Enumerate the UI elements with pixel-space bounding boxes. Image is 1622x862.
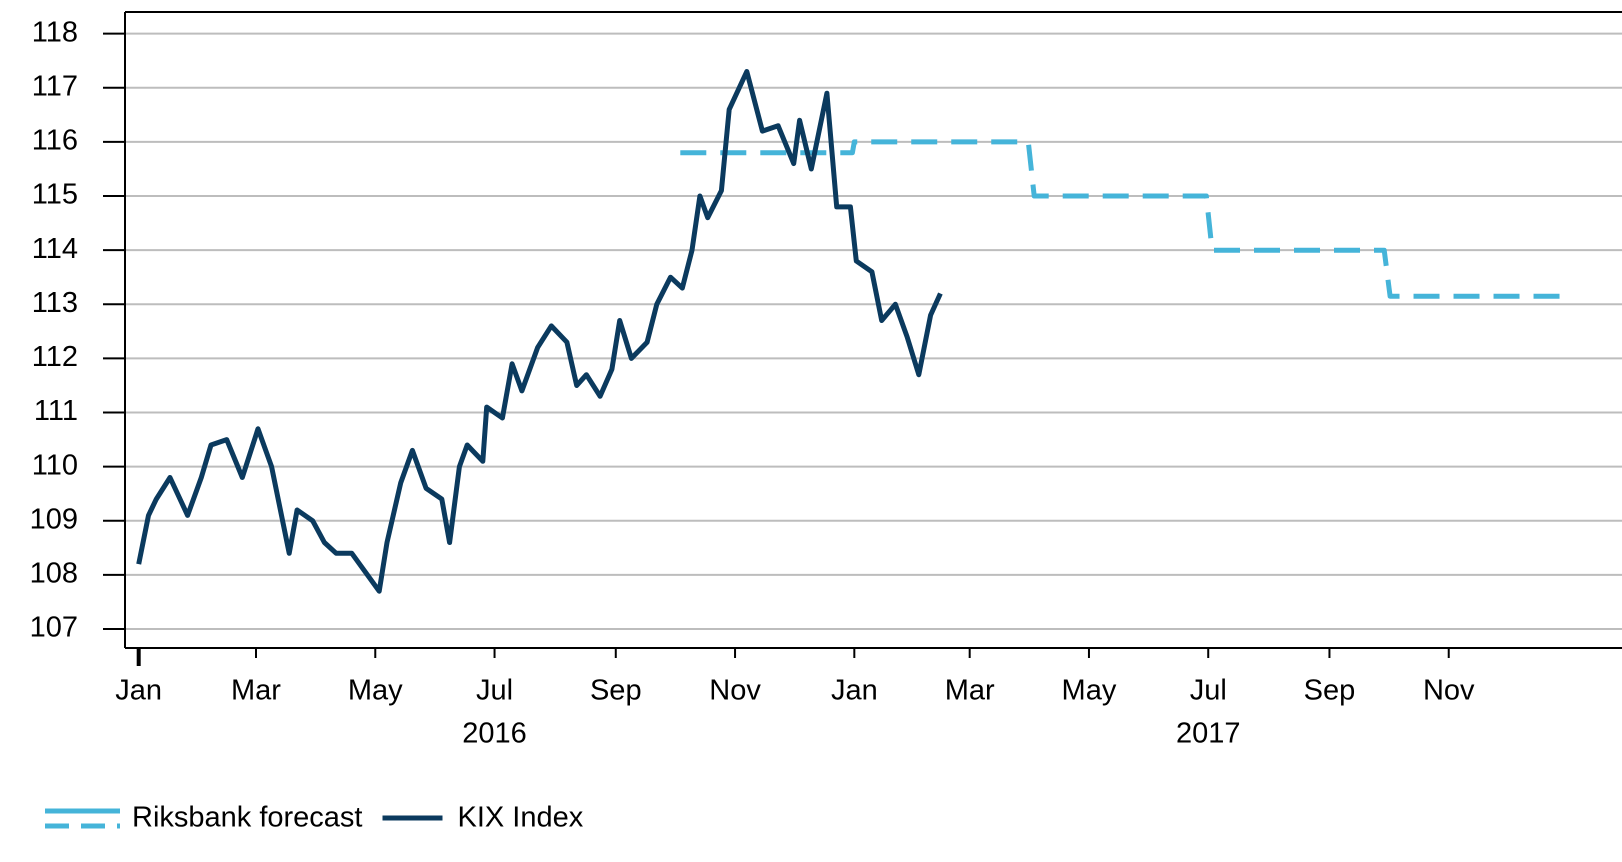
x-tick-label: Jan (115, 675, 162, 707)
x-tick-label: Nov (1423, 675, 1475, 707)
x-tick-label: Jul (1190, 675, 1227, 707)
y-tick-label: 107 (30, 612, 78, 644)
x-tick-label: Mar (945, 675, 995, 707)
grid (125, 32, 1622, 631)
y-tick-label: 112 (32, 341, 78, 373)
legend-label: Riksbank forecast (132, 802, 363, 834)
y-tick-label: 110 (32, 449, 78, 481)
x-tick-label: Sep (590, 675, 642, 707)
plot-lines (136, 69, 1566, 594)
y-tick-label: 111 (34, 395, 78, 427)
x-tick-label: Nov (709, 675, 761, 707)
x-tick-label: Sep (1304, 675, 1356, 707)
x-tick-label: Jul (476, 675, 513, 707)
y-tick-label: 108 (30, 558, 78, 590)
legend: Riksbank forecast KIX Index (45, 802, 584, 834)
y-tick-label: 116 (32, 125, 78, 157)
y-tick-label: 114 (32, 233, 78, 265)
forecast-line (680, 139, 1566, 299)
x-tick-label: May (1062, 675, 1117, 707)
year-label: 2017 (1176, 718, 1241, 750)
year-label: 2016 (462, 718, 527, 750)
y-tick-label: 118 (32, 16, 78, 48)
y-tick-label: 115 (32, 179, 78, 211)
x-tick-label: Mar (231, 675, 281, 707)
legend-label: KIX Index (458, 802, 584, 834)
x-tick-label: Jan (831, 675, 878, 707)
y-tick-label: 117 (32, 70, 78, 102)
y-tick-label: 109 (30, 503, 78, 535)
x-tick-label: May (348, 675, 403, 707)
y-tick-label: 113 (32, 287, 78, 319)
index-line (136, 69, 943, 594)
